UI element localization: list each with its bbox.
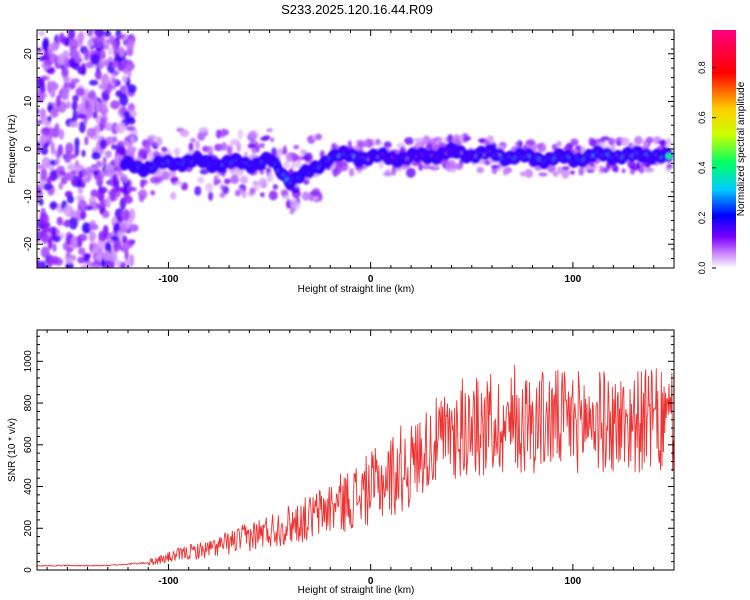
spectrogram-ytick-label: 20 (23, 48, 34, 60)
snr-xlabel: Height of straight line (km) (298, 585, 415, 596)
spectrogram-ytick-label: 0 (23, 146, 34, 152)
spectrogram-xlabel: Height of straight line (km) (298, 284, 415, 295)
snr-frame (36, 329, 675, 571)
spectrogram-ytick-label: -10 (23, 189, 34, 204)
snr-ytick-label: 400 (23, 478, 34, 495)
spectrogram-ytick-label: -20 (23, 237, 34, 252)
snr-xtick-label: 100 (565, 576, 582, 587)
spectrogram-heat-layer (37, 30, 674, 268)
snr-ytick-label: 1000 (23, 350, 34, 373)
colorbar-tick-label: 0.0 (697, 262, 707, 275)
snr-xtick-label: -100 (158, 576, 178, 587)
figure-title: S233.2025.120.16.44.R09 (281, 2, 433, 17)
colorbar-tick-label: 0.8 (697, 61, 707, 74)
colorbar-tick-label: 0.6 (697, 111, 707, 124)
spectrogram-xtick-label: -100 (158, 274, 178, 285)
snr-ytick-label: 200 (23, 519, 34, 536)
spectrogram-xtick-label: 0 (368, 274, 374, 285)
snr-xtick-label: 0 (368, 576, 374, 587)
snr-plot-area (37, 330, 674, 570)
snr-ylabel: SNR (10 * v/v) (7, 418, 18, 482)
snr-ytick-label: 600 (23, 436, 34, 453)
snr-ytick-label: 0 (23, 567, 34, 573)
snr-ytick-label: 800 (23, 394, 34, 411)
snr-series-line (37, 364, 674, 567)
colorbar-label: Normalized spectral amplitude (736, 81, 747, 216)
colorbar-gradient (712, 30, 736, 268)
spectrogram-ytick-label: 10 (23, 95, 34, 107)
colorbar: 0.0 0.2 0.4 0.6 0.8 Normalized spectral ampl… (697, 30, 747, 274)
colorbar-ticks: 0.0 0.2 0.4 0.6 0.8 (697, 61, 716, 274)
colorbar-tick-label: 0.2 (697, 212, 707, 225)
spectrogram-ylabel: Frequency (Hz) (7, 115, 18, 184)
snr-line-layer (37, 364, 674, 567)
spectrogram-xtick-label: 100 (565, 274, 582, 285)
colorbar-tick-label: 0.4 (697, 162, 707, 175)
